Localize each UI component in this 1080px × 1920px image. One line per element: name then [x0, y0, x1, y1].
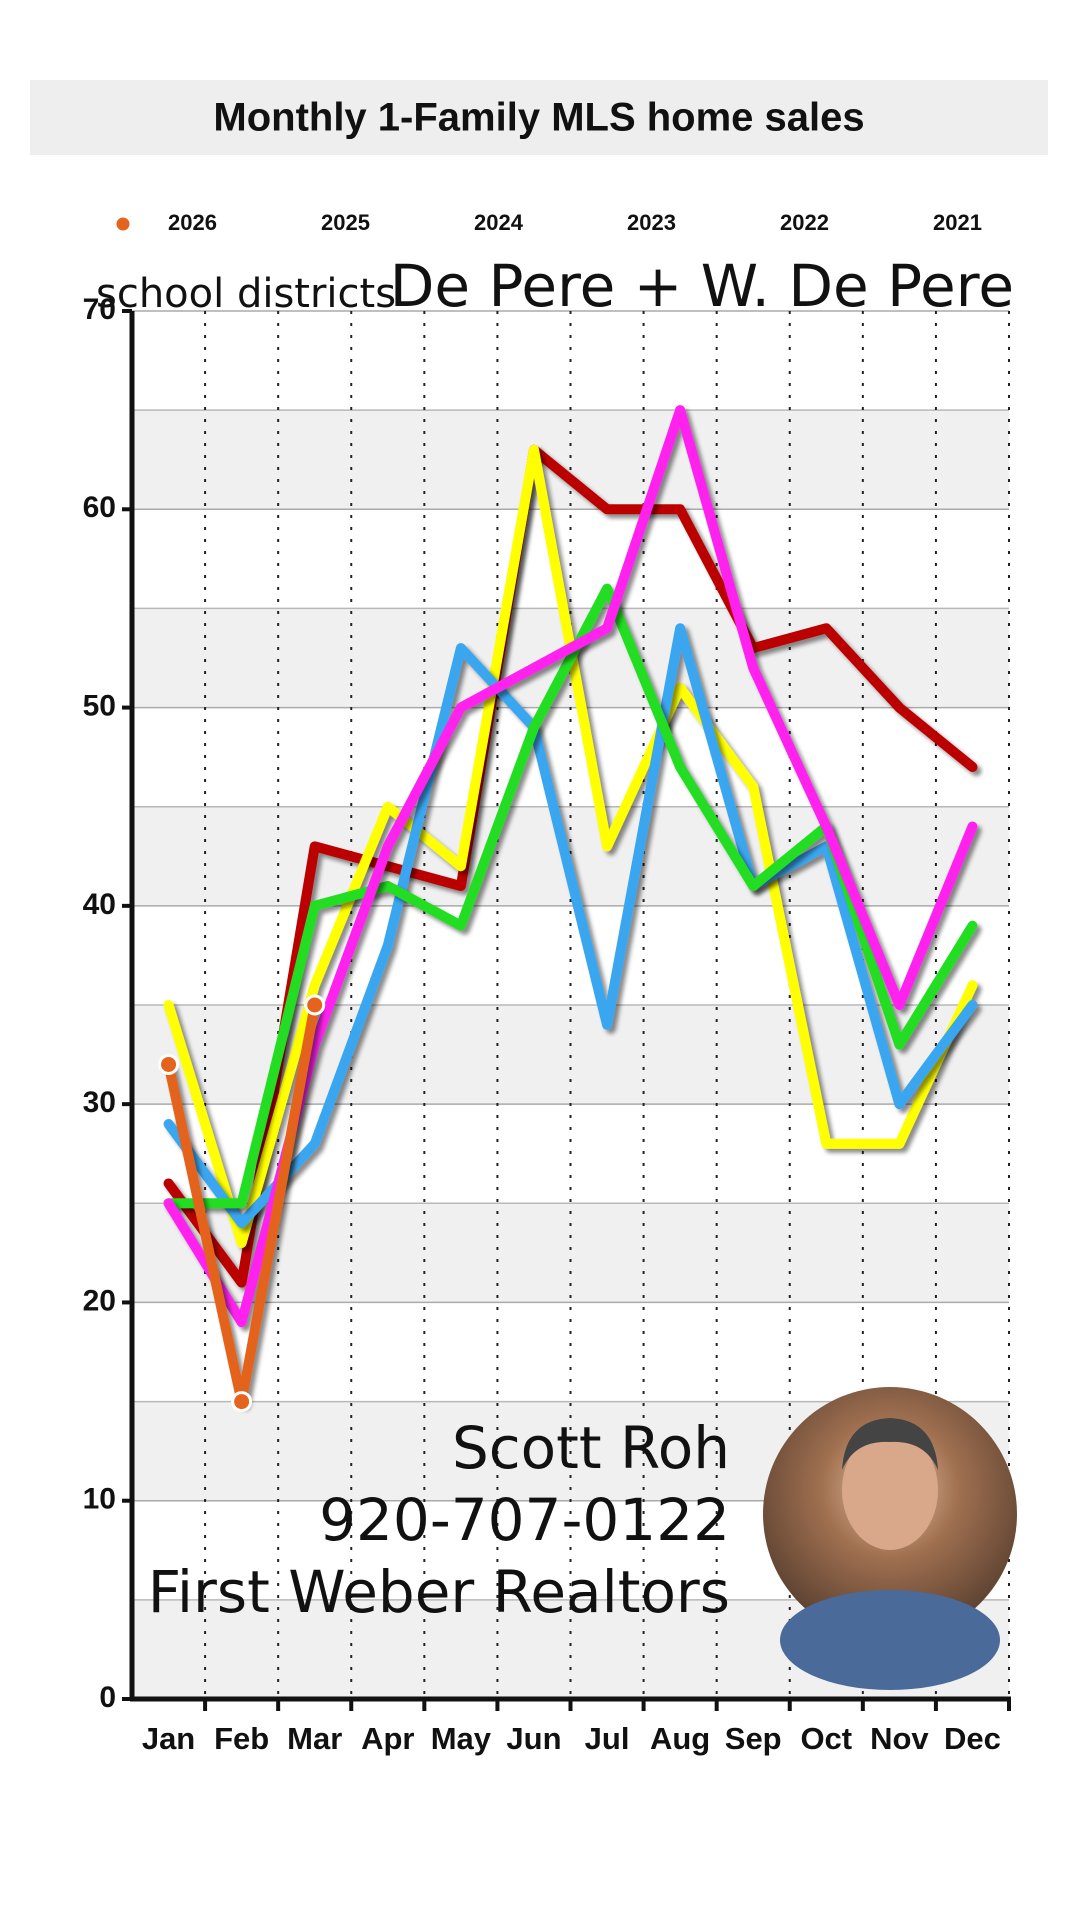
- subtitle-large: De Pere + W. De Pere: [390, 252, 1014, 320]
- x-tick-label: Apr: [361, 1721, 414, 1756]
- data-point: [231, 1391, 253, 1413]
- y-tick-label: 70: [83, 293, 116, 326]
- annotation-text: 920-707-0122: [319, 1486, 730, 1554]
- annotation-text: First Weber Realtors: [148, 1558, 730, 1626]
- x-tick-label: Sep: [725, 1721, 782, 1756]
- legend-label: 2022: [780, 210, 829, 235]
- y-tick-label: 0: [99, 1681, 116, 1714]
- y-tick-label: 50: [83, 689, 116, 722]
- x-tick-label: May: [431, 1721, 492, 1756]
- x-tick-label: Nov: [870, 1721, 929, 1756]
- photo: [763, 1387, 1017, 1690]
- legend-label: 2023: [627, 210, 676, 235]
- y-tick-label: 10: [83, 1483, 116, 1516]
- series-line: [163, 444, 978, 1288]
- legend-label: 2021: [933, 210, 982, 235]
- x-tick-label: Jun: [506, 1721, 561, 1756]
- annotation: Scott Roh 920-707-0122 First Weber Realt…: [148, 1414, 730, 1626]
- y-tick-label: 60: [83, 491, 116, 524]
- legend-label: 2024: [474, 210, 524, 235]
- annotation-text: Scott Roh: [452, 1414, 730, 1482]
- x-tick-label: Aug: [650, 1721, 710, 1756]
- x-tick-label: Feb: [214, 1721, 269, 1756]
- chart-title: Monthly 1-Family MLS home sales: [213, 96, 864, 140]
- x-tick-label: Dec: [944, 1721, 1001, 1756]
- x-tick-label: Mar: [287, 1721, 342, 1756]
- y-tick-label: 40: [83, 888, 116, 921]
- subtitle-small: school districts: [96, 271, 396, 317]
- title-bar: [30, 80, 1048, 155]
- x-tick-label: Oct: [800, 1721, 852, 1756]
- legend-label: 2025: [321, 210, 370, 235]
- y-tick-label: 20: [83, 1284, 116, 1317]
- legend: 2026 2025 2024 2023 2022 2021: [87, 210, 982, 235]
- legend-label: 2026: [168, 210, 217, 235]
- band: [132, 410, 1009, 510]
- x-tick-label: Jan: [142, 1721, 195, 1756]
- data-point: [158, 1053, 180, 1075]
- y-tick-label: 30: [83, 1086, 116, 1119]
- x-tick-label: Jul: [585, 1721, 630, 1756]
- legend-marker: [113, 214, 133, 234]
- data-point: [304, 994, 326, 1016]
- series-line: [163, 623, 978, 1229]
